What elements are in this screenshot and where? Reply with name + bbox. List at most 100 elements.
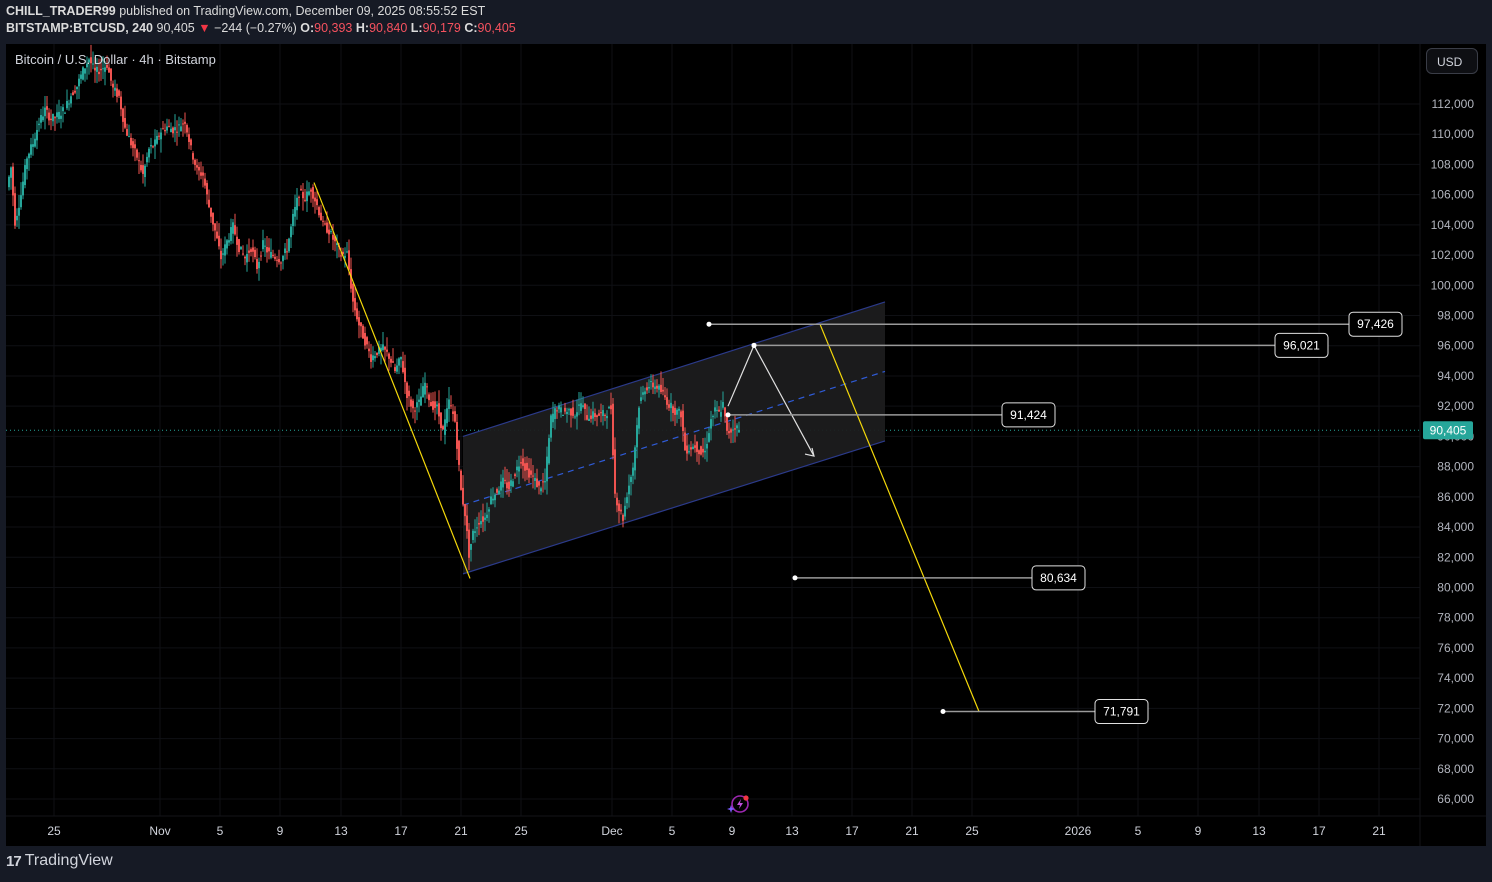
tradingview-branding[interactable]: 17 TradingView [6,852,113,870]
candle-down [458,440,460,465]
candle-up [722,402,724,408]
candle-down [428,394,430,401]
level-anchor-point[interactable] [706,321,712,327]
candle-down [172,127,174,134]
level-label-box[interactable] [1001,402,1056,428]
candle-up [560,407,562,413]
candle-up [294,206,296,217]
level-label-box[interactable] [1348,311,1403,337]
candle-up [148,148,150,158]
candle-down [674,407,676,415]
candle-down [646,387,648,391]
candle-up [36,129,38,141]
candle-up [228,240,230,243]
candle-down [14,193,16,226]
candle-up [64,112,66,114]
author-name[interactable]: CHILL_TRADER99 [6,4,116,18]
candle-up [444,419,446,435]
symbol-line: BITSTAMP:BTCUSD, 240 90,405 ▼ −244 (−0.2… [6,20,516,37]
level-anchor-point[interactable] [725,412,731,418]
projection-line-2[interactable] [819,323,980,712]
candle-up [344,255,346,258]
candle-up [76,86,78,90]
low-label: L: [410,21,423,35]
time-tick-label: 9 [729,824,736,838]
price-axis[interactable]: 112,000 110,000 108,000 106,000 104,000 102,0… [1419,44,1486,846]
candle-down [460,470,462,490]
candle-up [382,344,384,350]
candle-down [524,463,526,471]
candle-up [246,254,248,263]
candle-down [254,249,256,258]
ai-assistant-icon[interactable] [727,795,749,813]
candle-up [418,399,420,402]
candle-up [270,251,272,258]
candle-down [522,458,524,466]
price-tick-label: 86,000 [1437,490,1474,504]
level-label: 80,634 [1040,571,1077,585]
candle-up [38,123,40,126]
symbol-label: BITSTAMP:BTCUSD, 240 [6,21,154,35]
candle-up [396,365,398,372]
candle-down [680,411,682,418]
time-tick-label: 21 [454,824,468,838]
price-tick-label: 112,000 [1432,97,1475,111]
candle-down [318,207,320,216]
candle-up [288,238,290,252]
channel-lower-line[interactable] [462,440,886,575]
candle-up [658,385,660,390]
last-price-tag [1423,421,1473,440]
candle-up [68,103,70,105]
candle-down [152,146,154,148]
candle-up [336,243,338,246]
candle-down [244,256,246,259]
candle-down [74,90,76,93]
candle-up [736,425,738,429]
candle-down [168,125,170,127]
candle-down [72,92,74,96]
candle-up [628,485,630,495]
candle-up [258,261,260,269]
candle-up [374,356,376,359]
candle-down [324,223,326,225]
candle-down [430,402,432,407]
candle-up [640,397,642,401]
channel-median-line[interactable] [462,370,886,506]
level-label-box[interactable] [1031,565,1086,591]
candle-down [666,397,668,405]
candle-down [590,415,592,419]
candle-down [332,234,334,240]
candle-down [90,57,92,64]
candle-up [144,165,146,178]
candle-up [472,530,474,540]
currency-button[interactable]: USD [1426,48,1478,74]
level-label-box[interactable] [1274,332,1329,358]
candle-up [282,256,284,262]
parallel-channel[interactable] [462,301,886,575]
candle-down [286,251,288,253]
time-axis[interactable]: 25 Nov 5 9 13 17 21 25 Dec 5 9 13 17 21 25 2026 5 9 13 17 21 [6,815,1486,838]
drawing-tools[interactable]: 97,426 96,021 91,424 80,634 71,791 [313,182,1403,725]
candle-down [360,322,362,327]
candle-up [676,409,678,415]
candle-down [200,172,202,176]
candle-up [82,67,84,80]
candle-up [588,418,590,421]
candle-up [712,416,714,418]
candle-up [330,231,332,233]
candle-up [40,115,42,123]
price-tick-label: 74,000 [1437,671,1474,685]
level-anchor-point[interactable] [792,575,798,581]
candle-down [186,125,188,133]
candle-up [626,497,628,504]
level-anchor-point[interactable] [940,709,946,715]
level-label-box[interactable] [1094,699,1149,725]
candle-up [576,412,578,417]
candle-up [284,248,286,254]
level-anchor-point[interactable] [751,342,757,348]
projection-line-1[interactable] [313,182,471,579]
candle-down [584,403,586,410]
time-tick-label: 21 [1372,824,1386,838]
candle-down [162,128,164,130]
